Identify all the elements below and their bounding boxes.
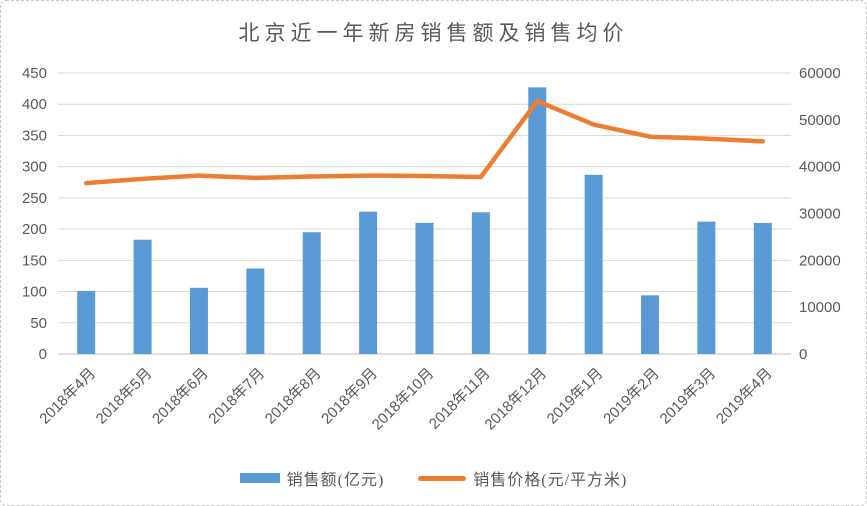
y-axis-left-tick-label: 400 — [22, 96, 47, 113]
legend-label-sales: 销售额(亿元) — [286, 472, 385, 489]
sales-bar — [584, 174, 603, 354]
sales-bar — [471, 212, 490, 354]
x-axis-tick-label: 2018年6月 — [149, 365, 212, 428]
sales-bar — [189, 287, 208, 354]
y-axis-right-tick-label: 20000 — [799, 252, 841, 269]
x-axis-tick-label: 2019年2月 — [600, 365, 663, 428]
sales-bar — [753, 222, 772, 354]
y-axis-left-tick-label: 300 — [22, 159, 47, 176]
y-axis-right-tick-label: 10000 — [799, 299, 841, 316]
sales-bar — [528, 87, 547, 355]
price-line — [83, 98, 766, 186]
sales-bar — [77, 290, 96, 354]
chart-title: 北京近一年新房销售额及销售均价 — [238, 21, 629, 45]
legend-line-swatch — [418, 475, 467, 481]
x-axis-tick-label: 2019年3月 — [657, 365, 720, 428]
y-axis-right-tick-label: 60000 — [799, 65, 841, 82]
x-axis-tick-label: 2018年7月 — [205, 365, 268, 428]
y-axis-left-tick-label: 200 — [22, 221, 47, 238]
y-axis-left-tick-label: 50 — [30, 315, 47, 332]
legend-label-price: 销售价格(元/平方米) — [473, 472, 628, 489]
x-axis-tick-label: 2018年8月 — [262, 365, 325, 428]
y-axis-left-tick-label: 100 — [22, 284, 47, 301]
y-axis-right-tick-label: 30000 — [799, 206, 841, 223]
sales-bar — [697, 221, 716, 354]
legend-bar-swatch — [239, 473, 280, 483]
legend: 销售额(亿元) 销售价格(元/平方米) — [1, 466, 866, 490]
x-axis-tick-label: 2019年4月 — [713, 365, 776, 428]
sales-bar — [302, 232, 321, 354]
y-axis-left-tick-label: 350 — [22, 127, 47, 144]
y-axis-right-tick-label: 0 — [799, 346, 807, 363]
y-axis-left-tick-label: 0 — [39, 346, 47, 363]
y-axis-right-tick-label: 40000 — [799, 159, 841, 176]
x-axis-tick-label: 2018年4月 — [36, 365, 99, 428]
legend-item-price: 销售价格(元/平方米) — [418, 466, 627, 490]
y-axis-right-tick-label: 50000 — [799, 112, 841, 129]
y-axis-left-tick-label: 150 — [22, 252, 47, 269]
x-axis-tick-label: 2019年1月 — [544, 365, 607, 428]
x-axis-tick-label: 2018年5月 — [93, 365, 156, 428]
sales-bar — [359, 211, 378, 354]
sales-bar — [641, 295, 660, 354]
y-axis-left-tick-label: 450 — [22, 65, 47, 82]
legend-item-sales: 销售额(亿元) — [239, 466, 385, 490]
sales-bar — [415, 222, 434, 354]
y-axis-left-tick-label: 250 — [22, 190, 47, 207]
sales-bar — [133, 239, 152, 354]
sales-bar — [246, 268, 265, 354]
